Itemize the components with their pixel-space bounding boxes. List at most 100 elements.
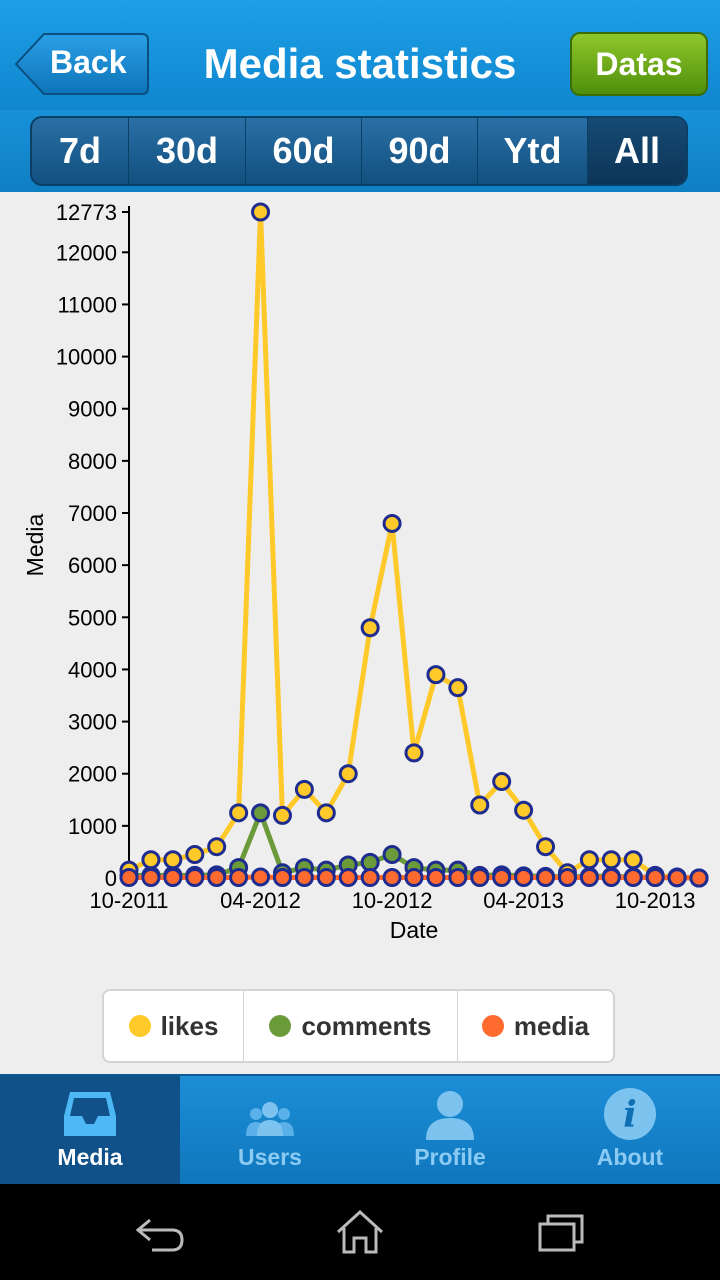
likes-point bbox=[579, 850, 599, 870]
tab-bar: Media Users Profile i About bbox=[0, 1074, 720, 1186]
media-dot-icon bbox=[481, 1015, 504, 1037]
y-tick-label: 0 bbox=[105, 866, 117, 891]
recents-nav-icon[interactable] bbox=[532, 1208, 588, 1256]
chart-area: 0 1000 2000 3000 4000 5000 6000 7000 8000 9000 100… bbox=[0, 192, 720, 992]
y-tick-label: 5000 bbox=[68, 605, 117, 630]
media-point bbox=[470, 867, 490, 887]
media-point bbox=[645, 867, 665, 887]
likes-point bbox=[207, 837, 227, 857]
y-tick-label: 12773 bbox=[56, 200, 117, 225]
tab-label-profile: Profile bbox=[414, 1144, 486, 1170]
media-point bbox=[360, 867, 380, 887]
likes-point bbox=[470, 795, 490, 815]
tab-label-media: Media bbox=[57, 1144, 123, 1170]
tab-media[interactable]: Media bbox=[0, 1076, 180, 1186]
x-tick-label: 10-2013 bbox=[615, 888, 696, 913]
back-nav-icon[interactable] bbox=[132, 1208, 188, 1256]
range-all[interactable]: All bbox=[588, 118, 686, 184]
legend-label-comments: comments bbox=[301, 1010, 432, 1041]
media-point bbox=[536, 867, 556, 887]
media-point bbox=[185, 867, 205, 887]
likes-point bbox=[623, 850, 643, 870]
media-point bbox=[338, 867, 358, 887]
media-point bbox=[229, 867, 249, 887]
system-nav-bar bbox=[0, 1184, 720, 1280]
media-point bbox=[382, 867, 402, 887]
app-header: Back Media statistics Datas bbox=[0, 0, 720, 112]
legend-item-media[interactable]: media bbox=[458, 991, 613, 1061]
back-button[interactable]: Back bbox=[14, 32, 150, 96]
legend-label-media: media bbox=[513, 1010, 590, 1041]
x-tick-label: 04-2013 bbox=[483, 888, 564, 913]
legend-label-likes: likes bbox=[160, 1010, 219, 1041]
svg-text:i: i bbox=[623, 1094, 637, 1136]
x-axis-title: Date bbox=[390, 917, 439, 943]
likes-point bbox=[141, 850, 161, 870]
range-7d[interactable]: 7d bbox=[32, 118, 129, 184]
likes-point bbox=[251, 202, 271, 222]
y-tick-label: 6000 bbox=[68, 553, 117, 578]
home-nav-icon[interactable] bbox=[332, 1208, 388, 1256]
likes-point bbox=[404, 743, 424, 763]
media-point bbox=[404, 867, 424, 887]
likes-dot-icon bbox=[128, 1015, 151, 1037]
range-ytd[interactable]: Ytd bbox=[478, 118, 588, 184]
media-point bbox=[514, 867, 534, 887]
likes-point bbox=[294, 779, 314, 799]
media-point bbox=[689, 868, 709, 888]
y-tick-label: 2000 bbox=[68, 762, 117, 787]
media-point bbox=[623, 867, 643, 887]
media-point bbox=[667, 868, 687, 888]
media-point bbox=[557, 867, 577, 887]
range-30d[interactable]: 30d bbox=[129, 118, 246, 184]
likes-point bbox=[316, 803, 336, 823]
media-point bbox=[272, 867, 292, 887]
chart-legend: likes comments media bbox=[102, 989, 615, 1063]
tab-about[interactable]: i About bbox=[540, 1076, 720, 1186]
media-point bbox=[448, 867, 468, 887]
media-point bbox=[163, 867, 183, 887]
likes-series-line bbox=[127, 209, 700, 881]
likes-point bbox=[601, 850, 621, 870]
legend-item-comments[interactable]: comments bbox=[244, 991, 458, 1061]
comments-point bbox=[382, 845, 402, 865]
back-button-shape bbox=[14, 33, 149, 95]
tab-label-users: Users bbox=[238, 1144, 302, 1170]
likes-point bbox=[492, 772, 512, 792]
media-point bbox=[579, 867, 599, 887]
range-60d[interactable]: 60d bbox=[246, 118, 362, 184]
x-tick-label: 10-2011 bbox=[89, 888, 168, 913]
media-point bbox=[119, 867, 139, 887]
media-point bbox=[316, 867, 336, 887]
media-point bbox=[207, 867, 227, 887]
likes-point bbox=[163, 850, 183, 870]
media-point bbox=[426, 867, 446, 887]
y-tick-label: 7000 bbox=[68, 501, 117, 526]
users-icon bbox=[246, 1102, 294, 1136]
media-line-chart: 0 1000 2000 3000 4000 5000 6000 7000 8000 9000 100… bbox=[22, 200, 709, 943]
range-selector: 7d 30d 60d 90d Ytd All bbox=[30, 116, 688, 186]
y-tick-label: 1000 bbox=[68, 814, 117, 839]
y-tick-label: 11000 bbox=[57, 292, 117, 317]
likes-point bbox=[536, 837, 556, 857]
back-button-label: Back bbox=[50, 44, 127, 80]
tab-label-about: About bbox=[596, 1144, 664, 1170]
y-axis-title: Media bbox=[22, 513, 48, 576]
y-tick-label: 4000 bbox=[68, 657, 117, 682]
media-point bbox=[251, 867, 271, 887]
info-icon: i bbox=[604, 1088, 656, 1140]
datas-button[interactable]: Datas bbox=[570, 32, 708, 96]
comments-point bbox=[251, 803, 271, 823]
y-tick-label: 10000 bbox=[56, 345, 117, 370]
y-tick-label: 3000 bbox=[68, 710, 117, 735]
likes-point bbox=[426, 665, 446, 685]
page-title: Media statistics bbox=[203, 40, 517, 87]
legend-item-likes[interactable]: likes bbox=[104, 991, 244, 1061]
likes-point bbox=[272, 805, 292, 825]
media-point bbox=[492, 867, 512, 887]
range-90d[interactable]: 90d bbox=[362, 118, 478, 184]
person-icon bbox=[426, 1091, 474, 1140]
x-tick-label: 10-2012 bbox=[352, 888, 433, 913]
tab-users[interactable]: Users bbox=[180, 1076, 360, 1186]
tab-profile[interactable]: Profile bbox=[360, 1076, 540, 1186]
